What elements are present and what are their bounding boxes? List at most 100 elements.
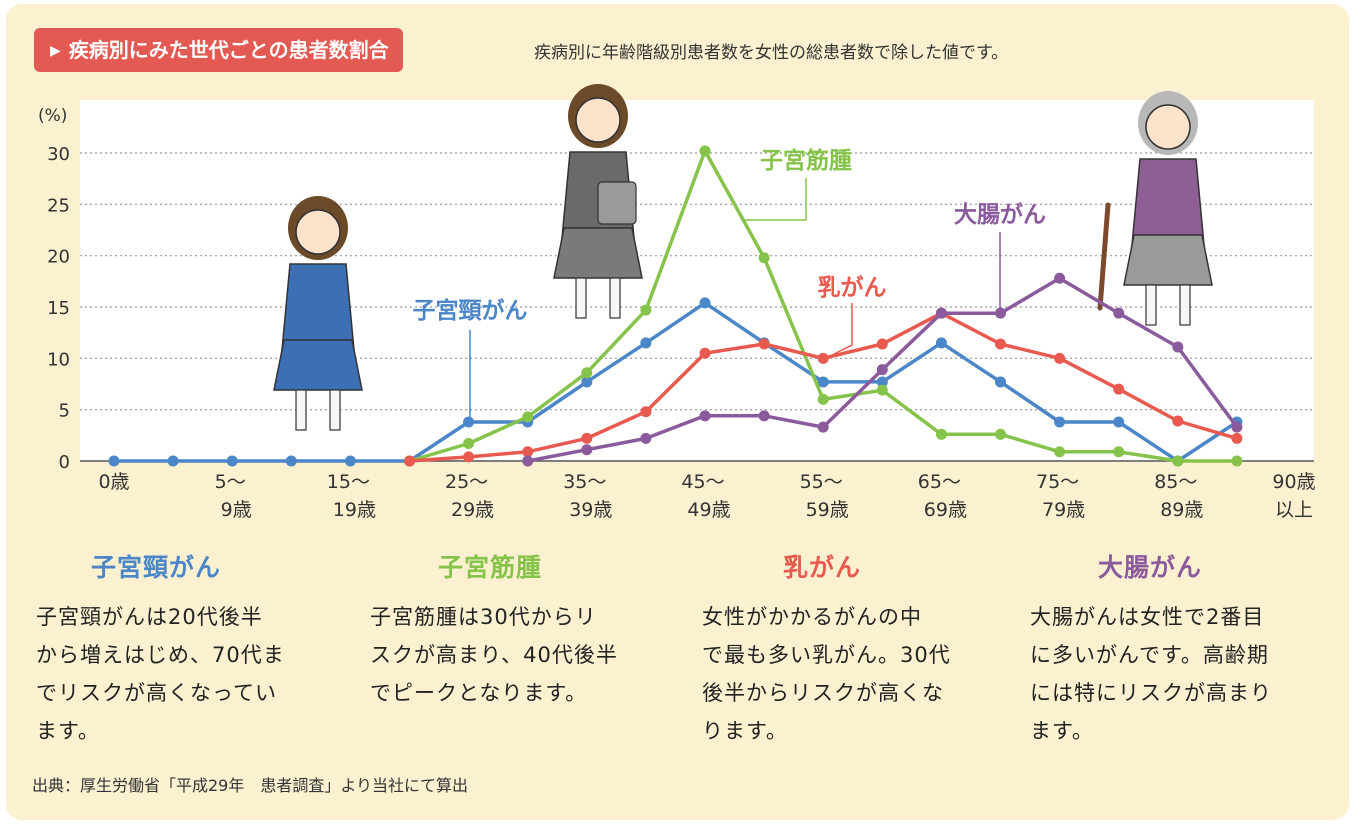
desc-title: 子宮筋腫 bbox=[437, 553, 542, 582]
desc-breast: 乳がん 女性がかかるがんの中 で最も多い乳がん。30代 後半からリスクが高くな ります… bbox=[702, 548, 1002, 750]
figure-leg bbox=[1179, 284, 1191, 326]
x-tick-label: 以上 bbox=[1275, 499, 1313, 521]
data-point bbox=[581, 376, 593, 388]
figure-legs bbox=[553, 227, 643, 279]
x-tick-label: 25～ bbox=[445, 471, 488, 493]
data-point bbox=[1231, 432, 1243, 444]
chart-title: 疾病別にみた世代ごとの患者数割合 bbox=[68, 38, 389, 62]
data-point bbox=[404, 455, 415, 467]
data-point bbox=[758, 252, 770, 264]
figure-face bbox=[295, 209, 341, 255]
data-point bbox=[935, 428, 947, 440]
data-point bbox=[1113, 383, 1125, 395]
elderly-figure bbox=[1123, 91, 1213, 326]
figure-leg bbox=[1145, 284, 1157, 326]
data-point bbox=[995, 428, 1006, 440]
data-point bbox=[876, 376, 888, 388]
data-point bbox=[876, 364, 888, 376]
data-point bbox=[817, 352, 829, 364]
data-point bbox=[817, 376, 829, 388]
data-point bbox=[463, 416, 475, 428]
x-tick-label: 9歳 bbox=[221, 499, 252, 521]
data-point bbox=[463, 438, 475, 450]
data-point bbox=[1172, 341, 1184, 353]
data-point bbox=[699, 145, 711, 157]
y-tick-label: 25 bbox=[47, 195, 70, 216]
x-tick-label: 55～ bbox=[800, 471, 843, 493]
x-tick-label: 5～ bbox=[215, 471, 246, 493]
data-point bbox=[935, 307, 947, 319]
data-point bbox=[876, 384, 888, 396]
x-tick-label: 65～ bbox=[918, 471, 961, 493]
data-point bbox=[1054, 352, 1066, 364]
y-axis-label: (%) bbox=[38, 106, 67, 126]
title-badge: ▶ 疾病別にみた世代ごとの患者数割合 bbox=[34, 28, 403, 72]
leader-line bbox=[742, 178, 807, 221]
data-point bbox=[699, 410, 711, 422]
data-point bbox=[699, 297, 711, 309]
data-point bbox=[1113, 307, 1125, 319]
data-point bbox=[817, 421, 829, 433]
figure-leg bbox=[295, 389, 307, 431]
series-label: 子宮筋腫 bbox=[760, 147, 852, 174]
data-point bbox=[817, 393, 829, 405]
desc-title: 乳がん bbox=[782, 553, 861, 582]
figure-body bbox=[1131, 158, 1205, 246]
figure-face bbox=[1145, 104, 1191, 150]
x-tick-label: 0歳 bbox=[98, 471, 129, 493]
cane-icon bbox=[1097, 202, 1111, 311]
figure-legs bbox=[273, 339, 363, 391]
chart-note: 疾病別に年齢階級別患者数を女性の総患者数で除した値です。 bbox=[534, 43, 1009, 63]
x-tick-label: 69歳 bbox=[924, 499, 967, 521]
plot-area bbox=[80, 100, 1314, 462]
desc-colorectal: 大腸がん 大腸がんは女性で2番目 に多いがんです。高齢期 には特にリスクが高まり ます… bbox=[1030, 548, 1330, 750]
data-point bbox=[1054, 272, 1066, 284]
data-point bbox=[344, 455, 356, 467]
x-tick-label: 79歳 bbox=[1042, 499, 1085, 521]
x-tick-label: 90歳 bbox=[1272, 471, 1315, 493]
figure-leg bbox=[575, 277, 587, 319]
figure-leg bbox=[329, 389, 341, 431]
data-point bbox=[1054, 416, 1066, 428]
x-tick-label: 19歳 bbox=[333, 499, 376, 521]
data-point bbox=[285, 455, 297, 467]
desc-text: 女性がかかるがんの中 で最も多い乳がん。30代 後半からリスクが高くな ります。 bbox=[702, 605, 951, 743]
x-tick-label: 89歳 bbox=[1160, 499, 1203, 521]
data-point bbox=[1054, 446, 1066, 458]
student-figure bbox=[273, 196, 363, 431]
leader-line bbox=[825, 303, 853, 359]
data-point bbox=[640, 406, 652, 418]
figure-face bbox=[575, 97, 621, 143]
desc-cervical: 子宮頸がん 子宮頸がんは20代後半 から増えはじめ、70代ま でリスクが高くなってい… bbox=[36, 548, 336, 750]
data-point bbox=[995, 376, 1006, 388]
bag-icon bbox=[597, 181, 637, 225]
data-point bbox=[935, 337, 947, 349]
data-point bbox=[167, 455, 179, 467]
line-chart: 0 5 10 15 20 25 30 (%) 0歳 5～ 9歳 15～ 19歳 25～ 29歳 35～ 39歳… bbox=[38, 84, 1316, 521]
x-tick-label: 49歳 bbox=[687, 499, 730, 521]
data-point bbox=[522, 411, 534, 423]
data-point bbox=[226, 455, 238, 467]
data-point bbox=[1172, 415, 1184, 427]
desc-title: 大腸がん bbox=[1097, 553, 1202, 582]
data-point bbox=[1231, 421, 1243, 433]
triangle-icon: ▶ bbox=[50, 43, 61, 59]
data-point bbox=[1172, 455, 1184, 467]
data-point bbox=[463, 451, 475, 463]
series-label: 子宮頸がん bbox=[413, 297, 528, 324]
x-tick-label: 29歳 bbox=[451, 499, 494, 521]
data-point bbox=[995, 338, 1006, 350]
desc-text: 子宮頸がんは20代後半 から増えはじめ、70代ま でリスクが高くなってい ます。 bbox=[36, 605, 285, 743]
x-tick-label: 35～ bbox=[563, 471, 606, 493]
data-point bbox=[522, 455, 534, 467]
data-point bbox=[995, 307, 1006, 319]
data-point bbox=[640, 432, 652, 444]
x-tick-label: 59歳 bbox=[806, 499, 849, 521]
data-point bbox=[581, 444, 593, 456]
y-tick-label: 20 bbox=[47, 247, 70, 268]
desc-text: 子宮筋腫は30代からリ スクが高まり、40代後半 でピークとなります。 bbox=[370, 605, 618, 705]
series-line bbox=[114, 301, 1238, 463]
figure-legs bbox=[1123, 234, 1213, 286]
data-point bbox=[581, 367, 593, 379]
y-tick-label: 5 bbox=[59, 401, 70, 422]
